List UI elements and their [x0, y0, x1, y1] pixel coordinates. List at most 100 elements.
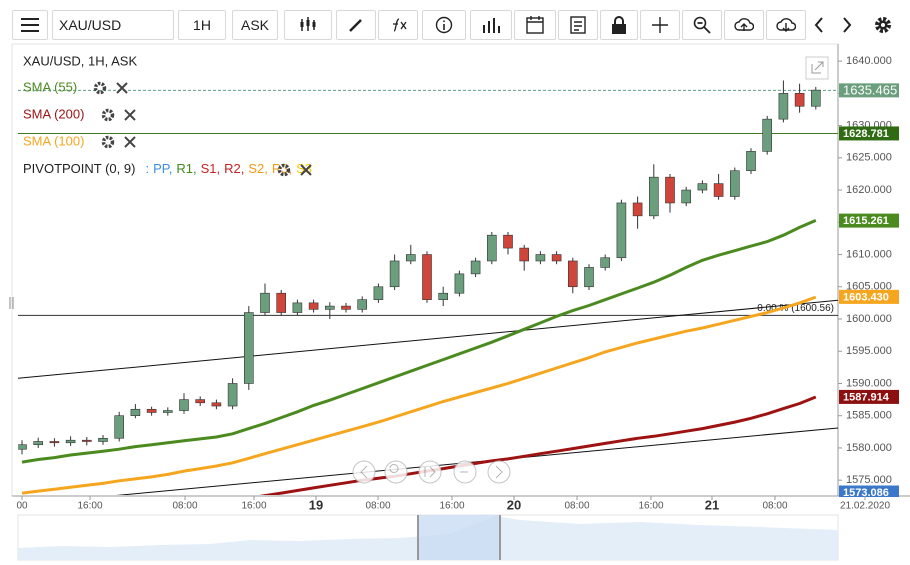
calendar-button[interactable] [514, 10, 556, 40]
symbol-box[interactable]: XAU/USD [52, 10, 174, 40]
x-tick-label: 00 [16, 501, 28, 512]
price-tag [839, 485, 899, 497]
candle-body [179, 399, 189, 411]
candle-body [146, 408, 157, 413]
candle-body [584, 267, 594, 288]
y-tick-label: 1580.000 [846, 442, 892, 454]
popout-icon[interactable] [805, 56, 829, 80]
legend-item: SMA (100) [23, 133, 84, 148]
candle-body [470, 260, 481, 275]
resize-handle[interactable] [9, 297, 14, 309]
candle-body [405, 254, 416, 262]
pivot-item: R3, [272, 161, 292, 176]
crosshair-button[interactable] [640, 10, 680, 40]
volume-button[interactable] [470, 10, 512, 40]
price-tag [839, 389, 899, 404]
upload-button[interactable] [724, 10, 764, 40]
legend-item: SMA (200) [23, 106, 84, 121]
candle-body [729, 170, 740, 197]
gear-icon [101, 108, 115, 122]
legend-controls[interactable] [101, 108, 136, 122]
gear-icon-core [98, 86, 102, 90]
pivot-item: S1, [201, 161, 221, 176]
zoom-button[interactable] [682, 10, 722, 40]
candle-body [535, 254, 546, 262]
scroll-controls[interactable] [352, 460, 511, 484]
candle-body [567, 260, 578, 288]
y-tick-label: 1590.000 [846, 377, 892, 389]
candle-body [373, 286, 384, 300]
x-tick-label: 16:00 [241, 501, 266, 512]
candle-body [276, 292, 287, 313]
price-tag [839, 83, 899, 98]
x-tick-label: 21 [705, 497, 719, 512]
chart-type-button[interactable] [284, 10, 332, 40]
x-tick-label: 16:00 [77, 501, 102, 512]
pivot-item: R2, [224, 161, 244, 176]
y-tick-label: 1605.000 [846, 281, 892, 293]
candle-body [600, 257, 611, 268]
legend-controls[interactable] [277, 163, 312, 177]
legend-controls[interactable] [101, 135, 136, 149]
sma-line [21, 295, 817, 495]
trendline [18, 299, 838, 379]
candle-body [746, 151, 756, 172]
gear-icon-core [282, 168, 286, 172]
settings-button[interactable] [868, 10, 898, 40]
price-tag-label: 1587.914 [843, 391, 890, 403]
legend-title: XAU/USD, 1H, ASK [23, 53, 137, 68]
pivot-item: R1, [176, 161, 196, 176]
candle-body [551, 254, 562, 262]
gear-icon [277, 163, 291, 177]
price-tag [839, 126, 899, 141]
y-tick-label: 1620.000 [846, 184, 892, 196]
candle-body [648, 176, 659, 217]
candle-body [357, 299, 368, 310]
candle-body [438, 292, 449, 300]
indicator-button[interactable] [378, 10, 418, 40]
next-button[interactable] [834, 10, 860, 40]
gear-icon-core [106, 140, 110, 144]
x-tick-label: 08:00 [172, 501, 197, 512]
side-button[interactable]: ASK [232, 10, 278, 40]
x-tick-label: 21.02.2020 [840, 501, 890, 512]
info-button[interactable] [422, 10, 466, 40]
candle-body [211, 402, 222, 407]
legend-controls[interactable] [93, 81, 128, 95]
candle-body [503, 234, 513, 249]
candle-body [324, 305, 335, 310]
trendline [115, 427, 838, 495]
report-button[interactable] [558, 10, 598, 40]
y-tick-label: 1575.000 [846, 474, 892, 486]
price-tags: 1635.465 1628.781 1615.261 1603.430 1587.914… [839, 82, 899, 499]
gear-icon [101, 135, 115, 149]
prev-button[interactable] [806, 10, 832, 40]
download-button[interactable] [766, 10, 806, 40]
candle-body [260, 292, 270, 313]
candle-body [632, 202, 643, 217]
menu-button[interactable] [12, 10, 48, 40]
legend-item: SMA (55) [23, 79, 77, 94]
pivot-item: PP, [153, 161, 172, 176]
pivot-item: S2, [248, 161, 268, 176]
price-tag-label: 1573.086 [843, 487, 889, 499]
x-tick-label: 08:00 [564, 501, 589, 512]
pivot-legend: PIVOTPOINT (0, 9): PP, R1, S1, R2, S2, R3, S3 [23, 161, 312, 176]
x-tick-label: 16:00 [439, 501, 464, 512]
y-tick-label: 1635.000 [846, 87, 892, 99]
candle-body [98, 437, 108, 442]
candle-body [130, 408, 141, 417]
interval-button[interactable]: 1H [178, 10, 226, 40]
lock-button[interactable] [600, 10, 638, 40]
plot-frame [11, 43, 839, 497]
x-tick-label: 08:00 [762, 501, 787, 512]
candle-body [697, 183, 708, 191]
candle-body [810, 89, 821, 107]
pivot-separator: : [145, 161, 149, 176]
candle-body [616, 202, 627, 259]
close-icon [116, 82, 128, 94]
candle-body [486, 234, 497, 262]
draw-button[interactable] [336, 10, 376, 40]
candle-body [341, 305, 351, 310]
